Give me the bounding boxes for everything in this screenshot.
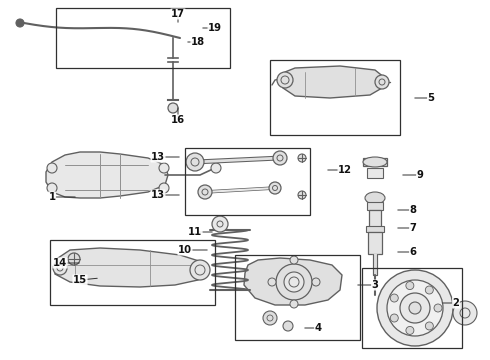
Circle shape: [53, 261, 67, 275]
Bar: [367, 202, 383, 210]
Text: 1: 1: [49, 192, 55, 202]
Circle shape: [202, 189, 208, 195]
Text: 4: 4: [315, 323, 321, 333]
Circle shape: [277, 72, 293, 88]
Bar: [369, 210, 381, 228]
Text: 6: 6: [410, 247, 416, 257]
Text: 2: 2: [453, 298, 460, 308]
Ellipse shape: [363, 157, 387, 167]
Circle shape: [277, 155, 283, 161]
Circle shape: [425, 286, 433, 294]
Circle shape: [268, 278, 276, 286]
Circle shape: [68, 253, 80, 265]
Circle shape: [298, 154, 306, 162]
Bar: [185, 148, 310, 215]
Circle shape: [406, 327, 414, 334]
Circle shape: [375, 75, 389, 89]
Circle shape: [57, 265, 63, 271]
Bar: [363, 158, 387, 166]
Circle shape: [400, 293, 430, 323]
Text: 18: 18: [191, 37, 205, 47]
Bar: [362, 268, 462, 348]
Circle shape: [212, 216, 228, 232]
Circle shape: [377, 270, 453, 346]
Circle shape: [290, 256, 298, 264]
Circle shape: [198, 185, 212, 199]
Text: 12: 12: [338, 165, 352, 175]
Circle shape: [276, 264, 312, 300]
Polygon shape: [283, 66, 385, 98]
Bar: [366, 226, 384, 232]
Circle shape: [211, 163, 221, 173]
Bar: [50, 240, 215, 305]
Text: 11: 11: [188, 227, 202, 237]
Ellipse shape: [365, 192, 385, 204]
Circle shape: [283, 321, 293, 331]
Circle shape: [263, 311, 277, 325]
Text: 9: 9: [416, 170, 423, 180]
Circle shape: [217, 221, 223, 227]
Circle shape: [460, 308, 470, 318]
Circle shape: [191, 158, 199, 166]
Bar: [235, 255, 360, 340]
Text: 5: 5: [427, 93, 435, 103]
Circle shape: [409, 302, 421, 314]
Circle shape: [289, 277, 299, 287]
Circle shape: [379, 79, 385, 85]
Circle shape: [195, 265, 205, 275]
Circle shape: [47, 183, 57, 193]
Circle shape: [186, 153, 204, 171]
Circle shape: [284, 272, 304, 292]
Text: 8: 8: [410, 205, 416, 215]
Text: 17: 17: [171, 9, 185, 19]
Text: 7: 7: [410, 223, 416, 233]
Circle shape: [168, 103, 178, 113]
Bar: [270, 60, 400, 135]
Circle shape: [390, 294, 398, 302]
Circle shape: [290, 300, 298, 308]
Polygon shape: [55, 248, 205, 287]
Circle shape: [269, 182, 281, 194]
Circle shape: [272, 185, 277, 190]
Circle shape: [425, 322, 433, 330]
Circle shape: [391, 314, 398, 322]
Polygon shape: [373, 254, 377, 275]
Text: 15: 15: [73, 275, 87, 285]
Text: 13: 13: [151, 152, 165, 162]
Bar: [368, 232, 382, 254]
Circle shape: [298, 191, 306, 199]
Polygon shape: [46, 152, 168, 198]
Text: 19: 19: [208, 23, 222, 33]
Text: 14: 14: [53, 258, 67, 268]
Polygon shape: [244, 258, 342, 305]
Circle shape: [16, 19, 24, 27]
Circle shape: [159, 183, 169, 193]
Circle shape: [159, 163, 169, 173]
Circle shape: [281, 76, 289, 84]
Circle shape: [406, 282, 414, 289]
Text: 16: 16: [171, 115, 185, 125]
Circle shape: [453, 301, 477, 325]
Text: 3: 3: [371, 280, 378, 290]
Text: 13: 13: [151, 190, 165, 200]
Text: 10: 10: [178, 245, 192, 255]
Circle shape: [273, 151, 287, 165]
Circle shape: [387, 280, 443, 336]
Circle shape: [312, 278, 320, 286]
Bar: [56, 8, 230, 68]
Circle shape: [434, 304, 442, 312]
Circle shape: [47, 163, 57, 173]
Circle shape: [190, 260, 210, 280]
Bar: [367, 168, 383, 178]
Circle shape: [267, 315, 273, 321]
